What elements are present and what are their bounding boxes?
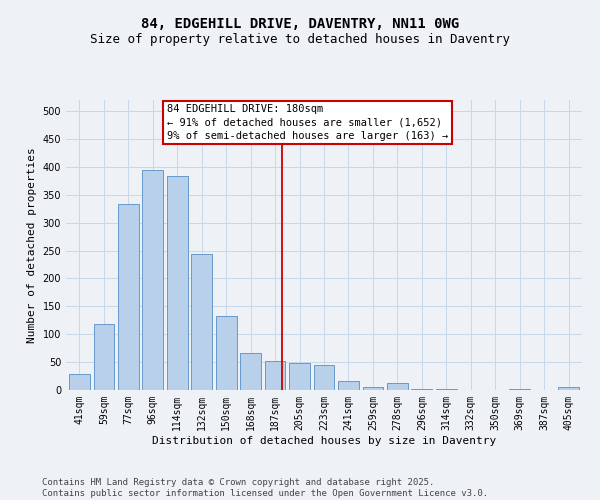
- Text: Size of property relative to detached houses in Daventry: Size of property relative to detached ho…: [90, 32, 510, 46]
- Bar: [94, 324, 114, 390]
- Text: 84, EDGEHILL DRIVE, DAVENTRY, NN11 0WG: 84, EDGEHILL DRIVE, DAVENTRY, NN11 0WG: [141, 18, 459, 32]
- Bar: [314, 365, 334, 390]
- Bar: [118, 204, 139, 390]
- Bar: [240, 352, 261, 390]
- X-axis label: Distribution of detached houses by size in Daventry: Distribution of detached houses by size …: [152, 436, 496, 446]
- Bar: [191, 254, 212, 390]
- Bar: [142, 170, 163, 390]
- Text: Contains HM Land Registry data © Crown copyright and database right 2025.
Contai: Contains HM Land Registry data © Crown c…: [42, 478, 488, 498]
- Bar: [338, 381, 359, 390]
- Bar: [558, 387, 579, 390]
- Bar: [289, 363, 310, 390]
- Text: 84 EDGEHILL DRIVE: 180sqm
← 91% of detached houses are smaller (1,652)
9% of sem: 84 EDGEHILL DRIVE: 180sqm ← 91% of detac…: [167, 104, 448, 141]
- Bar: [265, 361, 286, 390]
- Y-axis label: Number of detached properties: Number of detached properties: [27, 147, 37, 343]
- Bar: [216, 316, 236, 390]
- Bar: [387, 384, 408, 390]
- Bar: [362, 387, 383, 390]
- Bar: [69, 374, 90, 390]
- Bar: [167, 176, 188, 390]
